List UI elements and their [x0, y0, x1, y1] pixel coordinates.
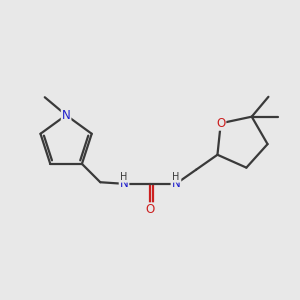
Text: N: N [172, 177, 180, 190]
Text: O: O [146, 203, 154, 216]
Text: N: N [62, 109, 70, 122]
Text: N: N [120, 177, 128, 190]
Text: H: H [172, 172, 180, 182]
Text: O: O [216, 117, 225, 130]
Text: H: H [120, 172, 128, 182]
